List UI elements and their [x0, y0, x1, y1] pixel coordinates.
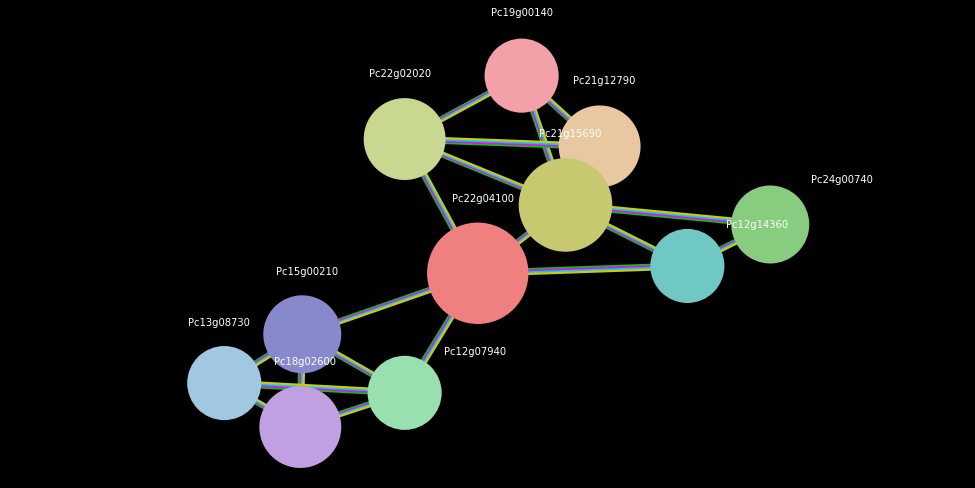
Ellipse shape: [368, 356, 442, 430]
Text: Pc22g02020: Pc22g02020: [369, 69, 431, 79]
Text: Pc15g00210: Pc15g00210: [276, 267, 338, 277]
Ellipse shape: [731, 185, 809, 264]
Text: Pc12g14360: Pc12g14360: [726, 220, 789, 230]
Text: Pc19g00140: Pc19g00140: [490, 8, 553, 18]
Ellipse shape: [187, 346, 261, 420]
Ellipse shape: [485, 39, 559, 113]
Text: Pc24g00740: Pc24g00740: [811, 176, 873, 185]
Ellipse shape: [650, 229, 724, 303]
Text: Pc18g02600: Pc18g02600: [274, 357, 336, 366]
Ellipse shape: [519, 158, 612, 252]
Ellipse shape: [427, 223, 528, 324]
Text: Pc21g12790: Pc21g12790: [573, 76, 636, 86]
Text: Pc12g07940: Pc12g07940: [444, 347, 506, 357]
Ellipse shape: [259, 386, 341, 468]
Ellipse shape: [559, 105, 641, 187]
Text: Pc13g08730: Pc13g08730: [188, 319, 251, 328]
Ellipse shape: [364, 98, 446, 180]
Ellipse shape: [263, 295, 341, 373]
Text: Pc21g15690: Pc21g15690: [539, 129, 602, 139]
Text: Pc22g04100: Pc22g04100: [451, 194, 514, 204]
